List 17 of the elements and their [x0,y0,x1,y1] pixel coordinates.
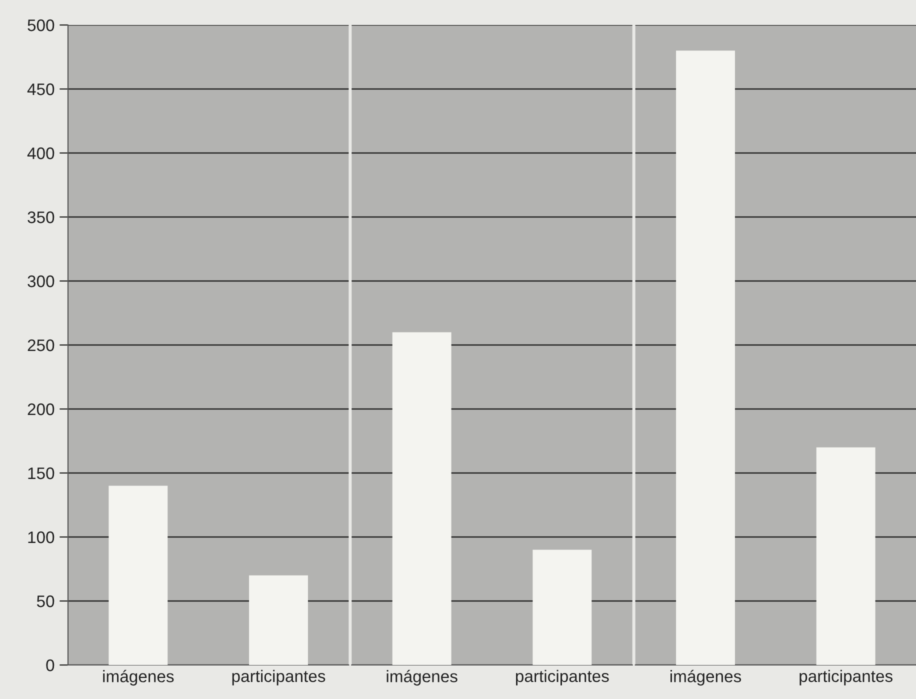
y-tick-label: 300 [28,275,54,288]
x-tick-label: imágenes [103,670,174,686]
y-tick-label: 200 [28,403,54,416]
y-tick-label: 450 [27,83,54,96]
y-tick-label: 400 [27,147,54,160]
y-tick-label: 50 [36,595,54,608]
y-tick-label: 0 [46,659,54,672]
x-tick-label: imágenes [670,670,742,686]
y-tick-label: 250 [28,339,54,352]
x-tick-label: imágenes [386,670,458,686]
y-tick-label: 500 [28,19,54,32]
y-tick-label: 100 [28,531,54,544]
x-tick-label: participantes [516,670,609,686]
x-tick-label: participantes [800,670,892,686]
y-tick-label: 350 [28,211,54,224]
x-tick-label: participantes [232,670,326,686]
y-tick-label: 150 [28,467,54,480]
